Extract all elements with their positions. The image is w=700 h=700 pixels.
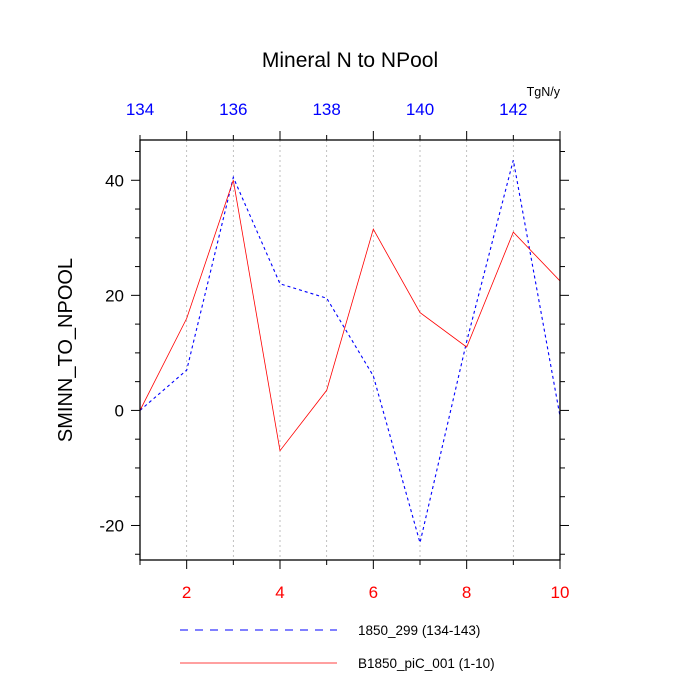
x-tick-label-top: 142 [499, 100, 527, 119]
plot-frame [139, 139, 561, 561]
y-tick-label: 0 [115, 401, 124, 420]
y-tick-label: 20 [105, 286, 124, 305]
axis-ticks [131, 131, 569, 569]
x-tick-label-bottom: 2 [182, 583, 191, 602]
chart-title: Mineral N to NPool [262, 49, 438, 72]
x-tick-label-top: 134 [126, 100, 154, 119]
tick-labels: 2 4 6 8 10 134 136 138 140 142 -20 0 20 40 [99, 100, 569, 602]
x-tick-label-bottom: 4 [275, 583, 284, 602]
units-label: TgN/y [527, 85, 561, 99]
y-tick-label: -20 [99, 516, 124, 535]
x-tick-label-top: 140 [406, 100, 434, 119]
y-tick-label: 40 [105, 171, 124, 190]
series-line-2 [140, 180, 560, 452]
x-tick-label-top: 136 [219, 100, 247, 119]
legend: 1850_299 (134-143) B1850_piC_001 (1-10) [180, 623, 495, 671]
gridlines [186, 140, 514, 560]
series-lines [140, 159, 560, 543]
x-tick-label-bottom: 10 [551, 583, 570, 602]
series-line-1 [140, 159, 560, 543]
y-axis-label: SMINN_TO_NPOOL [55, 258, 77, 442]
x-tick-label-bottom: 8 [462, 583, 471, 602]
legend-label-1: 1850_299 (134-143) [358, 623, 480, 638]
legend-label-2: B1850_piC_001 (1-10) [358, 656, 495, 671]
x-tick-label-bottom: 6 [369, 583, 378, 602]
x-tick-label-top: 138 [312, 100, 340, 119]
